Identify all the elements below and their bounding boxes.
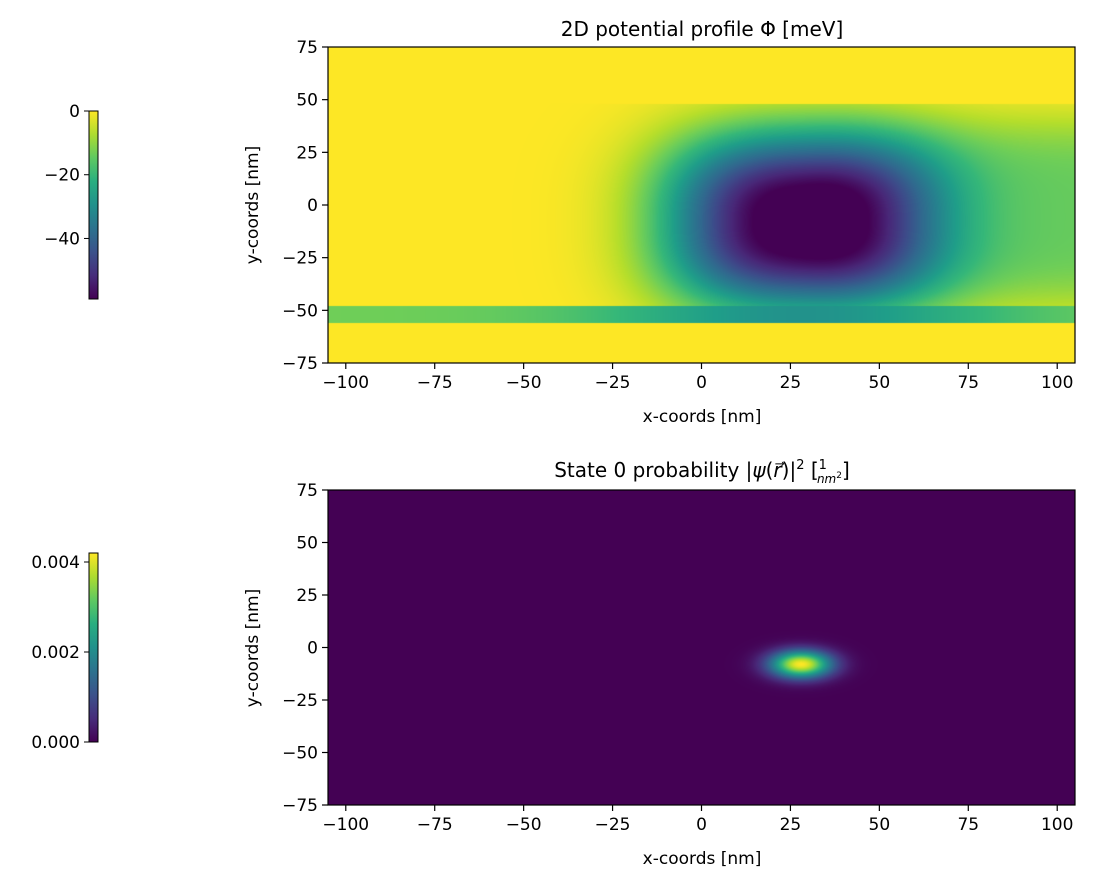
x-tick-label: −75 <box>417 373 453 393</box>
y-tick-label: −25 <box>282 691 318 711</box>
y-tick-label: 50 <box>296 91 318 111</box>
r-vector-symbol: r⃗ <box>773 458 784 482</box>
probability-colorbar-frame <box>88 552 99 743</box>
y-tick-label: −50 <box>282 301 318 321</box>
x-tick-label: 100 <box>1041 373 1073 393</box>
y-tick-label: −50 <box>282 744 318 764</box>
probability-x-ticks: −100 −75 −50 −25 0 25 50 75 100 <box>322 805 1073 835</box>
probability-title-paren: ( <box>766 458 774 482</box>
colorbar-tick-label: 0.004 <box>31 553 80 573</box>
x-tick-label: −100 <box>322 815 369 835</box>
colorbar-tick-label: 0.000 <box>31 733 80 753</box>
x-tick-label: 0 <box>696 373 707 393</box>
y-tick-label: 75 <box>296 481 318 501</box>
colorbar-tick-label: 0.002 <box>31 643 80 663</box>
unit-numerator: 1 <box>819 458 827 473</box>
y-tick-label: 50 <box>296 534 318 554</box>
y-tick-label: 25 <box>296 143 318 163</box>
probability-title-close: )| <box>782 458 797 482</box>
unit-denominator-exponent: 2 <box>836 471 842 481</box>
x-tick-label: 50 <box>869 373 891 393</box>
potential-heatmap <box>328 47 1075 363</box>
probability-colorbar: 0.004 0.002 0.000 <box>31 552 99 753</box>
probability-heatmap <box>328 490 1075 805</box>
y-tick-label: −25 <box>282 249 318 269</box>
unit-denominator: nm <box>817 472 836 486</box>
x-tick-label: −50 <box>506 815 542 835</box>
y-tick-label: 25 <box>296 586 318 606</box>
exponent-two: 2 <box>796 458 804 473</box>
probability-panel: State 0 probability |ψ(r⃗)|2 [1 nm2] −100… <box>31 458 1076 869</box>
potential-colorbar-gradient <box>89 111 98 299</box>
colorbar-tick-label: 0 <box>69 102 80 122</box>
x-tick-label: 25 <box>780 373 802 393</box>
x-tick-label: −25 <box>595 815 631 835</box>
potential-y-ticks: 75 50 25 0 −25 −50 −75 <box>282 38 328 374</box>
x-tick-label: 0 <box>696 815 707 835</box>
y-tick-label: −75 <box>282 796 318 816</box>
probability-x-axis-label: x-coords [nm] <box>643 849 762 869</box>
potential-colorbar-ticks: 0 −20 −40 <box>44 102 89 249</box>
potential-colorbar-frame <box>88 110 99 300</box>
colorbar-tick-label: −40 <box>44 229 80 249</box>
probability-title-prefix: State 0 probability | <box>554 458 752 482</box>
probability-y-ticks: 75 50 25 0 −25 −50 −75 <box>282 481 328 816</box>
y-tick-label: −75 <box>282 354 318 374</box>
psi-symbol: ψ <box>752 458 766 482</box>
unit-open-bracket: [ <box>804 458 818 482</box>
y-tick-label: 0 <box>307 196 318 216</box>
potential-x-axis-label: x-coords [nm] <box>643 407 762 427</box>
x-tick-label: −100 <box>322 373 369 393</box>
x-tick-label: 75 <box>957 815 979 835</box>
x-tick-label: 25 <box>780 815 802 835</box>
x-tick-label: 100 <box>1041 815 1073 835</box>
probability-colorbar-ticks: 0.004 0.002 0.000 <box>31 553 89 753</box>
x-tick-label: −75 <box>417 815 453 835</box>
colorbar-tick-label: −20 <box>44 166 80 186</box>
potential-title: 2D potential profile Φ [meV] <box>561 17 844 41</box>
unit-close-bracket: ] <box>842 458 850 482</box>
x-tick-label: 50 <box>869 815 891 835</box>
probability-colorbar-gradient <box>89 553 98 742</box>
x-tick-label: −50 <box>506 373 542 393</box>
y-tick-label: 0 <box>307 639 318 659</box>
potential-x-ticks: −100 −75 −50 −25 0 25 50 75 100 <box>322 363 1073 393</box>
probability-title: State 0 probability |ψ(r⃗)|2 [1 nm2] <box>554 458 850 486</box>
y-tick-label: 75 <box>296 38 318 58</box>
potential-colorbar: 0 −20 −40 <box>44 102 99 300</box>
x-tick-label: 75 <box>957 373 979 393</box>
x-tick-label: −25 <box>595 373 631 393</box>
probability-y-axis-label: y-coords [nm] <box>243 589 263 707</box>
potential-panel: 2D potential profile Φ [meV] −100 −75 −50−… <box>44 17 1076 427</box>
potential-y-axis-label: y-coords [nm] <box>243 146 263 264</box>
